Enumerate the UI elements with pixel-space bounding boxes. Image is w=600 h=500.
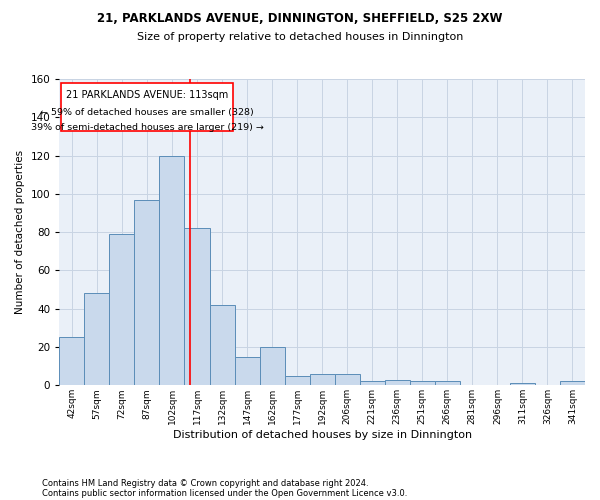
- Bar: [209, 305, 235, 386]
- Text: 21, PARKLANDS AVENUE, DINNINGTON, SHEFFIELD, S25 2XW: 21, PARKLANDS AVENUE, DINNINGTON, SHEFFI…: [97, 12, 503, 26]
- Bar: [134, 200, 160, 386]
- Text: Contains HM Land Registry data © Crown copyright and database right 2024.: Contains HM Land Registry data © Crown c…: [42, 478, 368, 488]
- Bar: [335, 374, 360, 386]
- Bar: [61, 83, 233, 130]
- Bar: [385, 380, 410, 386]
- Y-axis label: Number of detached properties: Number of detached properties: [15, 150, 25, 314]
- Text: 39% of semi-detached houses are larger (219) →: 39% of semi-detached houses are larger (…: [31, 123, 263, 132]
- Bar: [59, 338, 85, 386]
- Text: 21 PARKLANDS AVENUE: 113sqm: 21 PARKLANDS AVENUE: 113sqm: [66, 90, 228, 101]
- Bar: [160, 156, 184, 386]
- Bar: [260, 347, 284, 386]
- Bar: [360, 382, 385, 386]
- Bar: [510, 384, 535, 386]
- Bar: [560, 382, 585, 386]
- Bar: [284, 376, 310, 386]
- Text: ← 59% of detached houses are smaller (328): ← 59% of detached houses are smaller (32…: [40, 108, 254, 116]
- Text: Size of property relative to detached houses in Dinnington: Size of property relative to detached ho…: [137, 32, 463, 42]
- Bar: [109, 234, 134, 386]
- Bar: [235, 356, 260, 386]
- Bar: [410, 382, 435, 386]
- Bar: [435, 382, 460, 386]
- Bar: [184, 228, 209, 386]
- Bar: [85, 294, 109, 386]
- Text: Contains public sector information licensed under the Open Government Licence v3: Contains public sector information licen…: [42, 488, 407, 498]
- Bar: [310, 374, 335, 386]
- X-axis label: Distribution of detached houses by size in Dinnington: Distribution of detached houses by size …: [173, 430, 472, 440]
